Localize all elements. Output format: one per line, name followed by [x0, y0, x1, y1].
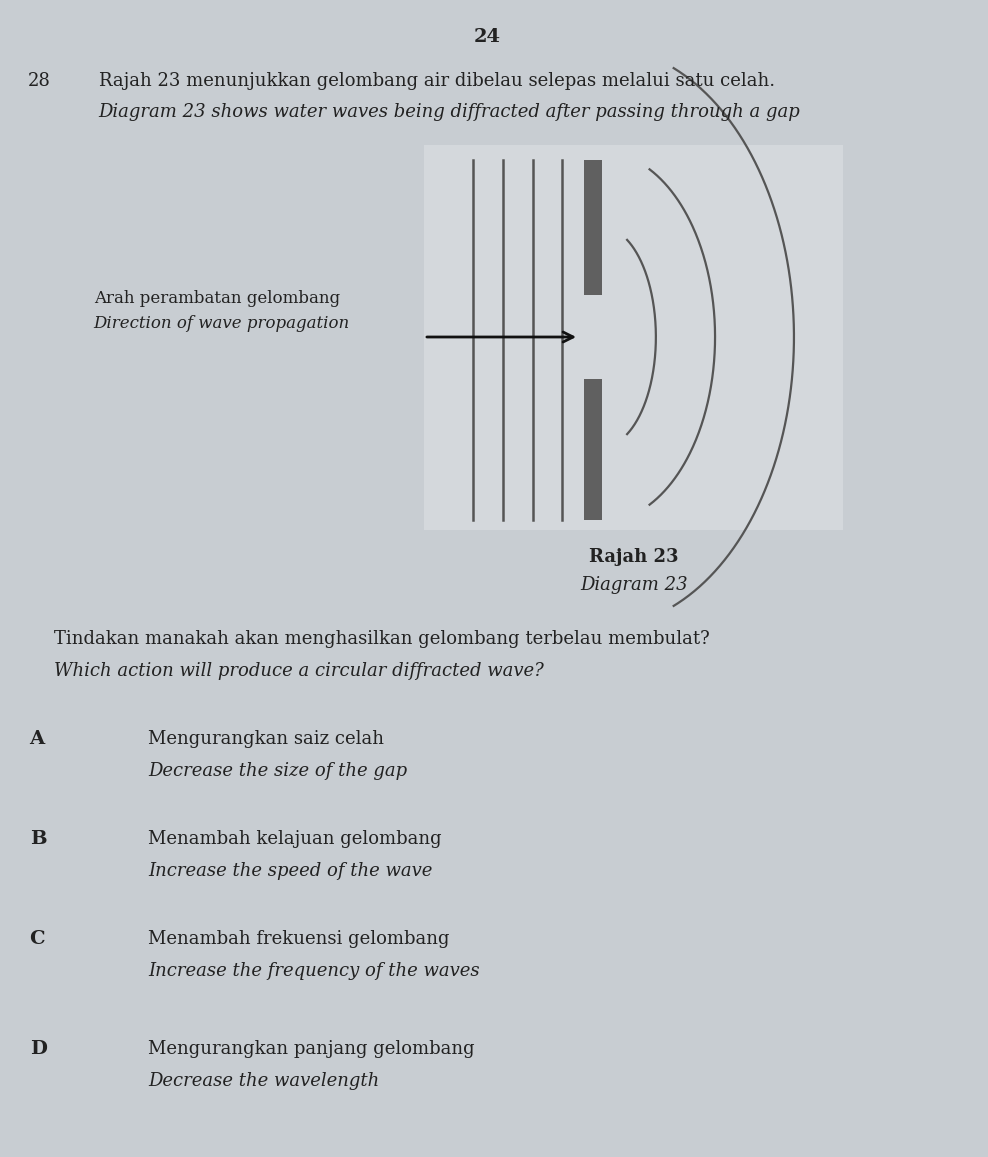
Text: Tindakan manakah akan menghasilkan gelombang terbelau membulat?: Tindakan manakah akan menghasilkan gelom… — [54, 631, 710, 648]
Text: Menambah frekuensi gelombang: Menambah frekuensi gelombang — [148, 930, 450, 948]
Text: Mengurangkan panjang gelombang: Mengurangkan panjang gelombang — [148, 1040, 474, 1057]
Text: Increase the speed of the wave: Increase the speed of the wave — [148, 862, 433, 880]
Text: Arah perambatan gelombang: Arah perambatan gelombang — [94, 290, 340, 307]
Text: Decrease the wavelength: Decrease the wavelength — [148, 1073, 379, 1090]
Text: 28: 28 — [28, 72, 50, 90]
Bar — [584, 160, 602, 295]
Text: B: B — [30, 830, 46, 848]
Text: Diagram 23 shows water waves being diffracted after passing through a gap: Diagram 23 shows water waves being diffr… — [99, 103, 800, 121]
Text: Increase the frequency of the waves: Increase the frequency of the waves — [148, 961, 479, 980]
Text: Decrease the size of the gap: Decrease the size of the gap — [148, 762, 407, 780]
Text: Direction of wave propagation: Direction of wave propagation — [94, 315, 350, 332]
Text: A: A — [30, 730, 44, 747]
Text: Diagram 23: Diagram 23 — [580, 576, 688, 594]
Text: D: D — [30, 1040, 46, 1057]
Text: Mengurangkan saiz celah: Mengurangkan saiz celah — [148, 730, 384, 747]
Text: 24: 24 — [473, 28, 501, 46]
Text: Rajah 23 menunjukkan gelombang air dibelau selepas melalui satu celah.: Rajah 23 menunjukkan gelombang air dibel… — [99, 72, 775, 90]
Text: Menambah kelajuan gelombang: Menambah kelajuan gelombang — [148, 830, 442, 848]
Text: Which action will produce a circular diffracted wave?: Which action will produce a circular dif… — [54, 662, 544, 680]
Text: Rajah 23: Rajah 23 — [589, 548, 679, 566]
Text: C: C — [30, 930, 45, 948]
Bar — [424, 145, 844, 530]
Bar — [584, 379, 602, 519]
